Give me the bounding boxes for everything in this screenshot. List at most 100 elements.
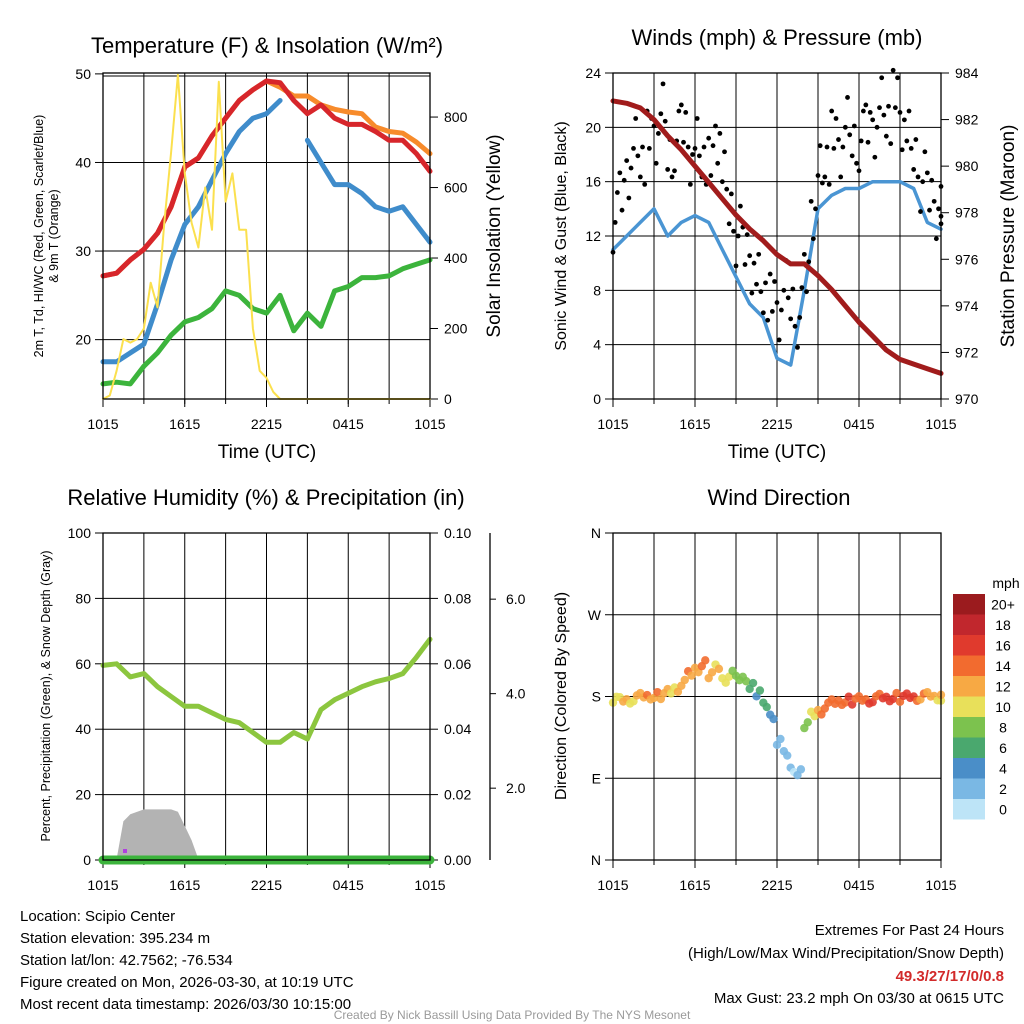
x-tick-label: 1615	[169, 877, 200, 893]
colorbar-swatch	[953, 614, 985, 635]
gust-point	[801, 251, 807, 257]
gust-point	[646, 145, 652, 151]
gust-point	[749, 290, 755, 296]
gust-point	[897, 109, 903, 115]
gust-point	[895, 75, 900, 81]
colorbar-label: 18	[995, 617, 1011, 633]
gust-point	[665, 167, 671, 172]
gust-point	[872, 154, 878, 160]
gust-point	[810, 236, 816, 242]
gust-point	[715, 160, 721, 166]
direction-point	[653, 687, 662, 697]
gust-point	[747, 253, 753, 259]
gust-point	[856, 168, 862, 174]
gust-point	[769, 308, 775, 314]
humidity-axis-tick-label: 0	[83, 852, 91, 868]
gust-point	[776, 337, 782, 343]
x-tick-label: 0415	[843, 416, 874, 432]
humidity-axis-tick-label: 20	[75, 787, 91, 803]
gust-point	[790, 286, 796, 292]
gust-point	[754, 281, 759, 287]
gust-point	[624, 158, 630, 164]
gust-point	[676, 108, 682, 114]
gust-point	[851, 123, 857, 129]
gust-point	[817, 143, 823, 149]
gust-point	[901, 117, 907, 123]
gust-point	[845, 95, 850, 100]
gust-point	[792, 323, 798, 329]
gust-point	[922, 149, 928, 155]
insolation-axis-tick-label: 800	[444, 109, 468, 125]
insolation-axis-tick-label: 0	[444, 391, 452, 407]
gust-point	[870, 117, 876, 123]
gust-point	[690, 152, 695, 157]
plot-border	[612, 72, 942, 400]
colorbar-swatch	[953, 737, 985, 758]
gust-point	[924, 170, 930, 176]
humidity-axis-tick-label: 40	[75, 721, 91, 737]
x-tick-label: 1015	[414, 877, 445, 893]
direction-point	[680, 675, 689, 685]
direction-point	[742, 677, 751, 686]
gust-point	[865, 139, 871, 145]
gust-point	[867, 109, 873, 115]
colorbar-label: 16	[995, 637, 1011, 653]
pressure-axis-tick-label: 980	[955, 158, 979, 174]
gust-point	[678, 102, 684, 108]
wind-axis-tick-label: 0	[593, 391, 601, 407]
gust-point	[874, 124, 880, 130]
latlon-text: Station lat/lon: 42.7562; -76.534	[20, 952, 233, 969]
colorbar-swatch	[953, 594, 985, 615]
colorbar-swatch	[953, 676, 985, 697]
wind-axis-tick-label: 8	[593, 282, 601, 298]
direction-point	[796, 765, 806, 774]
relative-humidity-line	[100, 636, 433, 745]
temperature-axis-tick-label: 30	[75, 243, 91, 259]
direction-point	[783, 751, 792, 760]
gust-point	[653, 160, 659, 166]
gust-point	[892, 105, 898, 111]
colorbar-label: 10	[995, 699, 1011, 715]
gust-point	[726, 221, 732, 227]
insolation-axis-tick-label: 200	[444, 321, 468, 337]
gust-point	[760, 310, 766, 316]
gust-point	[774, 300, 780, 305]
gust-point	[888, 141, 894, 147]
wind-axis-tick-label: 20	[585, 119, 601, 135]
colorbar-label: 20+	[991, 596, 1015, 612]
snow-depth-tick-label: 2.0	[506, 780, 526, 796]
direction-point	[892, 688, 901, 698]
temperature-axis-tick-label: 20	[75, 332, 91, 348]
gust-point	[860, 108, 866, 114]
gust-point	[719, 179, 725, 185]
gust-point	[931, 198, 937, 204]
gust-point	[731, 228, 736, 234]
direction-point	[755, 686, 765, 695]
gust-point	[708, 173, 714, 178]
gust-point	[767, 271, 773, 277]
gust-point	[788, 316, 794, 322]
humidity-axis-tick-label: 60	[75, 656, 91, 672]
direction-axis-tick-label: N	[591, 852, 601, 868]
gust-point	[696, 153, 702, 159]
x-tick-label: 1015	[597, 416, 628, 432]
gust-point	[683, 109, 689, 115]
direction-point	[687, 671, 696, 680]
colorbar-swatch	[953, 778, 985, 799]
gust-point	[672, 168, 677, 174]
direction-axis-tick-label: N	[591, 525, 601, 541]
gust-point	[840, 144, 846, 150]
gust-point	[713, 123, 718, 129]
gust-point	[904, 138, 910, 144]
gust-point	[737, 203, 743, 209]
direction-point	[748, 678, 758, 688]
gust-point	[733, 263, 739, 269]
gust-point	[824, 144, 830, 150]
gust-point	[735, 233, 741, 239]
gust-point	[929, 177, 935, 183]
gust-point	[631, 145, 636, 151]
colorbar-label: 6	[999, 740, 1007, 756]
direction-point	[701, 656, 710, 665]
humidity-y-label: Percent, Precipitation (Green), & Snow D…	[39, 550, 53, 841]
